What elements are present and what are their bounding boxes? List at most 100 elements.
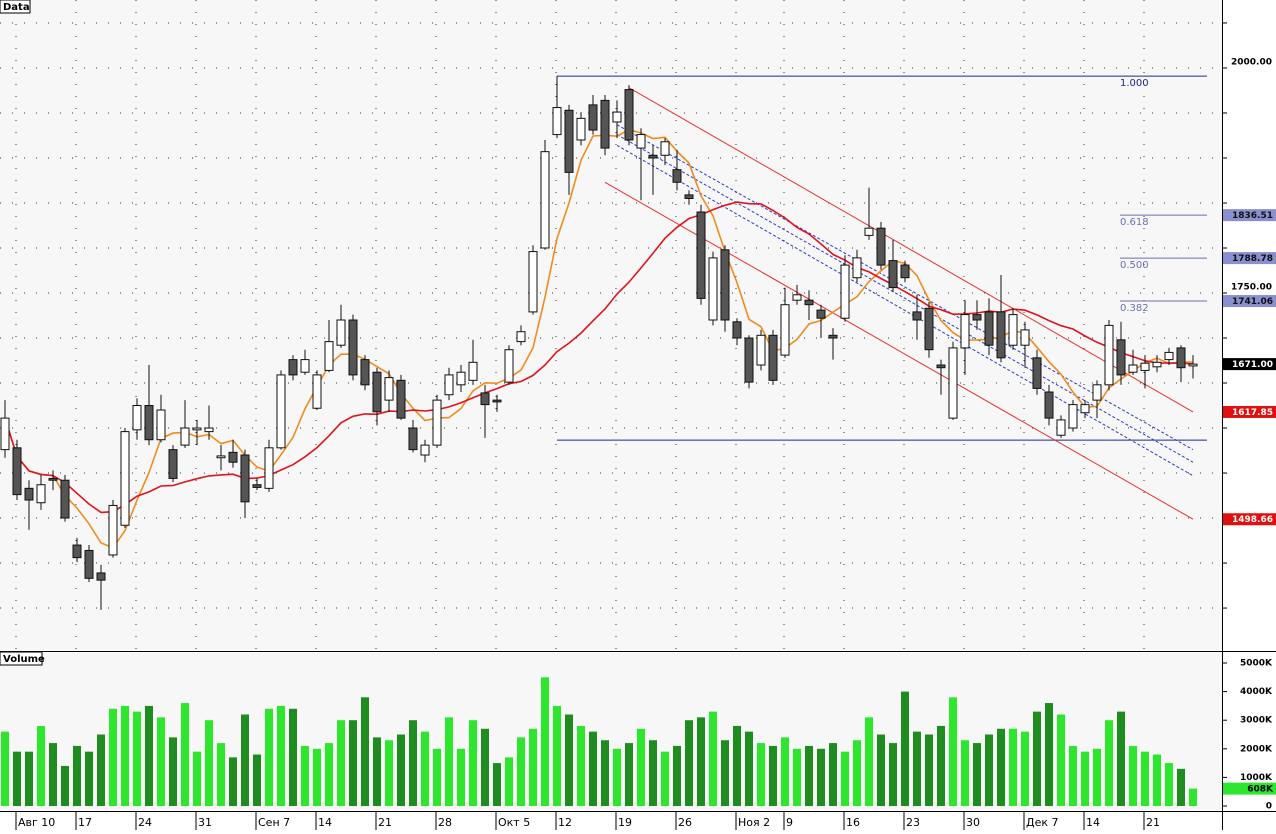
- volume-bar: [1069, 745, 1077, 806]
- price-label-box: [1223, 358, 1276, 371]
- volume-bar: [601, 740, 609, 806]
- candle-body: [564, 109, 574, 173]
- volume-bar: [1081, 751, 1089, 806]
- candle-body: [252, 484, 262, 488]
- candle-body: [888, 260, 898, 289]
- candle-body: [876, 227, 886, 266]
- x-tick-label: 12: [558, 816, 572, 829]
- title-box: [0, 651, 43, 666]
- price-label: 1671.00: [1232, 360, 1273, 370]
- candle-body: [1092, 384, 1102, 401]
- volume-bar: [73, 745, 81, 806]
- price-label: 1617.85: [1232, 408, 1273, 418]
- candle-body: [1128, 364, 1138, 373]
- candle-body: [348, 319, 358, 376]
- candle-body: [384, 377, 394, 401]
- candle-body: [1068, 404, 1078, 429]
- candle-body: [936, 364, 946, 369]
- candle-body: [900, 264, 910, 279]
- volume-bar: [97, 734, 105, 806]
- volume-bar: [661, 751, 669, 806]
- volume-bar: [445, 717, 453, 806]
- candle-body: [1116, 339, 1126, 376]
- volume-bar: [721, 740, 729, 806]
- candle-body: [432, 399, 442, 446]
- volume-bar: [385, 740, 393, 806]
- candle-body: [1188, 363, 1198, 367]
- volume-bar: [241, 714, 249, 806]
- price-label: 1741.06: [1232, 297, 1273, 307]
- candle-body: [1056, 419, 1066, 436]
- volume-bar: [397, 734, 405, 806]
- volume-label: 608K: [1247, 785, 1274, 795]
- x-tick-label: 28: [438, 816, 452, 829]
- candle-body: [864, 227, 874, 236]
- volume-bar: [229, 757, 237, 806]
- candle-body: [48, 477, 58, 481]
- x-tick-label: 21: [1146, 816, 1160, 829]
- y-tick-label: 2000.00: [1231, 57, 1272, 67]
- volume-bar: [901, 691, 909, 806]
- volume-bar: [1033, 711, 1041, 806]
- volume-bar: [877, 734, 885, 806]
- price-label-box: [1223, 405, 1276, 418]
- price-label: 1836.51: [1232, 211, 1273, 221]
- trend-line: [616, 144, 1194, 477]
- volume-bar: [997, 728, 1005, 806]
- candle-body: [1080, 404, 1090, 414]
- volume-bar: [1165, 763, 1173, 806]
- candle-body: [1008, 314, 1018, 346]
- fib-label: 1.000: [1120, 78, 1149, 89]
- volume-bar: [361, 697, 369, 806]
- price-label-box: [1223, 252, 1276, 265]
- candle-body: [648, 154, 658, 159]
- moving-average: [4, 128, 1194, 549]
- candle-body: [756, 334, 766, 366]
- y-tick-label: 2000K: [1240, 744, 1273, 754]
- volume-bar: [61, 765, 69, 806]
- volume-bar: [505, 757, 513, 806]
- candle-body: [1044, 391, 1054, 419]
- candle-body: [228, 451, 238, 463]
- candle-body: [60, 479, 70, 519]
- volume-bar: [649, 740, 657, 806]
- candle-body: [480, 392, 490, 406]
- candle-body: [264, 447, 274, 489]
- candle-body: [552, 107, 562, 136]
- volume-title: Volume: [3, 654, 45, 665]
- candle-body: [360, 359, 370, 386]
- volume-bar: [733, 725, 741, 806]
- volume-bar: [289, 708, 297, 806]
- volume-bar: [433, 748, 441, 806]
- candle-body: [144, 405, 154, 441]
- volume-bar: [253, 754, 261, 806]
- x-tick-label: 30: [966, 816, 980, 829]
- candle-body: [396, 379, 406, 419]
- volume-bar: [1189, 788, 1197, 806]
- price-panel: [0, 0, 1222, 650]
- volume-bar: [841, 751, 849, 806]
- y-tick-label: 1750.00: [1231, 282, 1272, 292]
- volume-bar: [217, 743, 225, 806]
- candle-body: [96, 572, 106, 581]
- x-tick-label: Дек 7: [1026, 816, 1059, 829]
- volume-bar: [673, 745, 681, 806]
- volume-bar: [409, 720, 417, 806]
- candle-body: [1104, 324, 1114, 386]
- candle-body: [780, 304, 790, 356]
- volume-bar: [529, 728, 537, 806]
- y-tick-label: 1000K: [1240, 773, 1273, 783]
- candle-body: [1032, 357, 1042, 389]
- candle-body: [624, 89, 634, 141]
- candle-body: [708, 257, 718, 321]
- volume-bar: [37, 725, 45, 806]
- volume-panel: [0, 653, 1222, 810]
- volume-bar: [481, 728, 489, 806]
- x-tick-label: 31: [198, 816, 212, 829]
- candle-body: [924, 307, 934, 351]
- candle-body: [792, 294, 802, 301]
- candle-body: [744, 337, 754, 383]
- candle-body: [720, 249, 730, 321]
- volume-bar: [1177, 768, 1185, 806]
